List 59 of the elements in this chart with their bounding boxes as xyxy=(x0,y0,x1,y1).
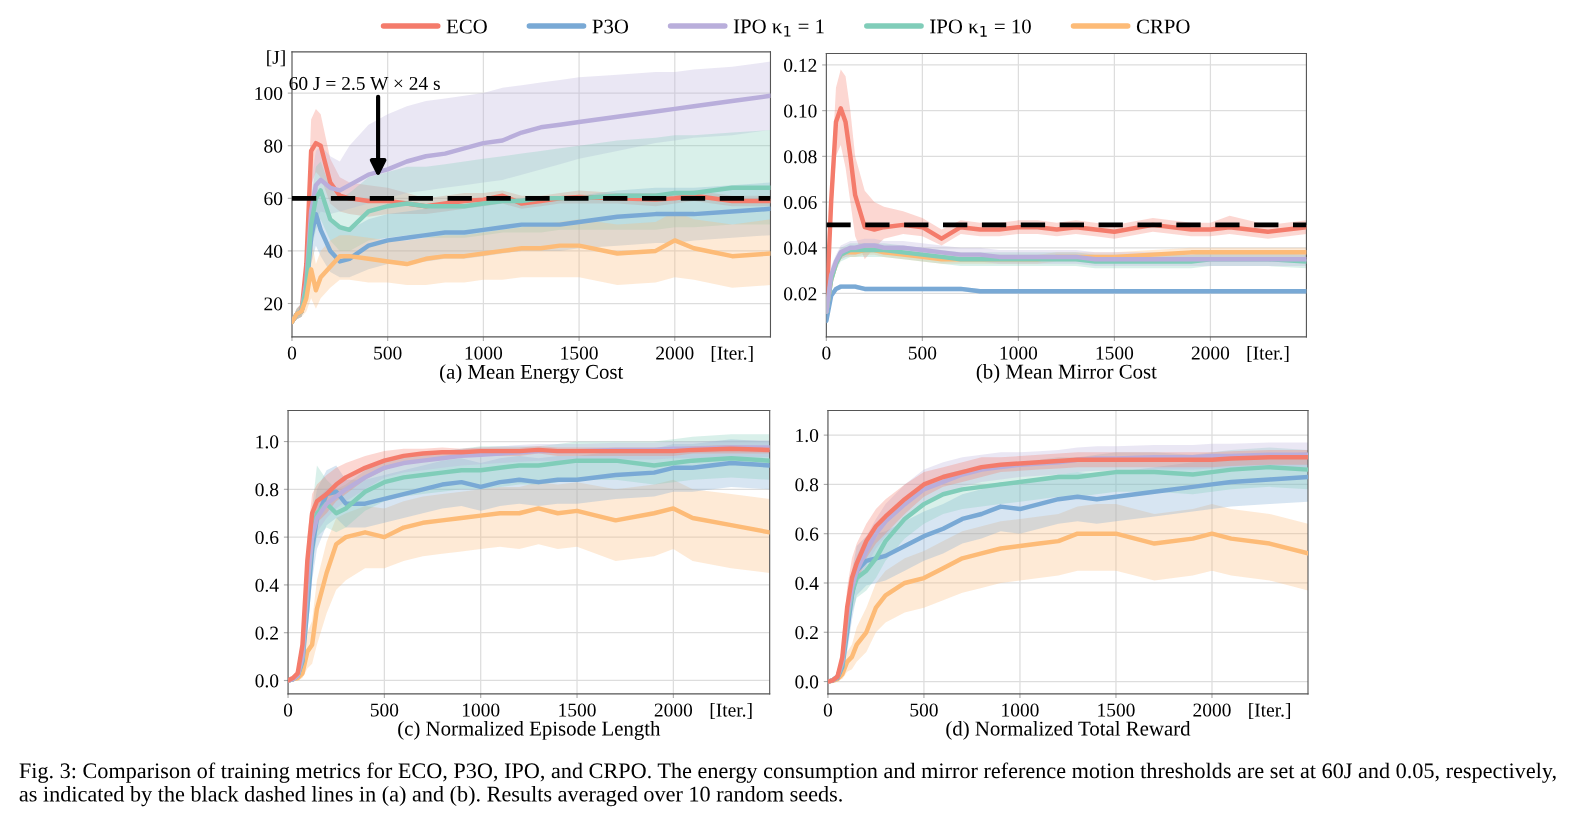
y-tick-label: 60 xyxy=(264,192,283,206)
legend-label: ECO xyxy=(446,19,487,34)
text: (a) Mean Energy Cost xyxy=(440,364,624,384)
x-tick-label: 500 xyxy=(370,703,399,717)
y-tick-label: 0.4 xyxy=(795,576,819,591)
text: (d) Normalized Total Reward xyxy=(946,720,1191,740)
x-tick-label: 500 xyxy=(908,346,937,360)
y-tick-label: 20 xyxy=(264,297,283,311)
x-tick-label: 1500 xyxy=(559,703,596,717)
y-tick-label: 0.04 xyxy=(784,241,818,255)
x-tick-label: 2000 xyxy=(656,346,694,360)
legend-label: IPO κ$_{1}$ = 10 xyxy=(930,19,1031,37)
y-tick-label: 0.6 xyxy=(255,530,279,545)
legend-label: IPO κ$_{1}$ = 1 xyxy=(733,19,824,37)
x-tick-label: 1000 xyxy=(465,346,503,360)
y-tick-label: 0.06 xyxy=(784,195,817,210)
y-tick-label: 0.0 xyxy=(795,675,819,689)
text: (b) Mean Mirror Cost xyxy=(976,364,1157,383)
y-tick-label: 0.12 xyxy=(784,58,817,72)
x-axis-title: [Iter.] xyxy=(711,346,753,363)
x-axis-title: [Iter.] xyxy=(1247,345,1289,363)
x-tick-label: 1000 xyxy=(1000,346,1038,360)
x-tick-label: 2000 xyxy=(1191,346,1230,360)
x-tick-label: 500 xyxy=(910,703,938,717)
y-axis-title: [J] xyxy=(267,50,285,67)
legend-label: CRPO xyxy=(1136,19,1190,34)
y-tick-label: 1.0 xyxy=(256,435,279,449)
y-tick-label: 0.0 xyxy=(255,674,279,688)
y-tick-label: 0.8 xyxy=(795,478,819,492)
y-tick-label: 0.8 xyxy=(255,483,279,497)
y-tick-label: 100 xyxy=(255,86,283,101)
y-tick-label: 0.02 xyxy=(784,287,817,301)
x-axis-title: [Iter.] xyxy=(1249,702,1291,720)
x-tick-label: 0 xyxy=(287,346,297,360)
y-tick-label: 0.2 xyxy=(255,626,278,640)
text: (c) Normalized Episode Length xyxy=(398,720,661,740)
legend-label: P3O xyxy=(592,19,629,34)
x-tick-label: 0 xyxy=(822,346,831,360)
x-tick-label: 1000 xyxy=(1002,703,1039,717)
y-tick-label: 40 xyxy=(263,244,283,258)
y-tick-label: 0.10 xyxy=(784,104,817,118)
y-tick-label: 80 xyxy=(264,139,283,153)
y-tick-label: 1.0 xyxy=(796,428,819,443)
x-tick-label: 2000 xyxy=(654,703,693,717)
x-tick-label: 2000 xyxy=(1193,703,1231,717)
y-tick-label: 0.4 xyxy=(255,578,279,592)
x-tick-label: 1000 xyxy=(462,703,500,717)
annotation: 60 J = 2.5 W × 24 s xyxy=(289,76,440,91)
caption: Fig. 3: Comparison of training metrics for ECO, P3O, IPO, and CRPO. The energy consumption and mirror reference motion thresholds are set at 60J and 0.05, respectively, as indicated by the black dashed lines in (a) and (b). Results averaged over 10 random seeds. xyxy=(19,762,1556,807)
y-tick-label: 0.08 xyxy=(784,150,817,164)
x-tick-label: 0 xyxy=(823,703,833,717)
x-tick-label: 0 xyxy=(283,703,293,717)
x-tick-label: 500 xyxy=(374,346,402,360)
x-tick-label: 1500 xyxy=(561,346,598,360)
x-tick-label: 1500 xyxy=(1098,703,1135,717)
x-tick-label: 1500 xyxy=(1096,346,1134,360)
y-tick-label: 0.6 xyxy=(795,527,819,541)
x-axis-title: [Iter.] xyxy=(710,702,752,720)
y-tick-label: 0.2 xyxy=(795,626,818,640)
